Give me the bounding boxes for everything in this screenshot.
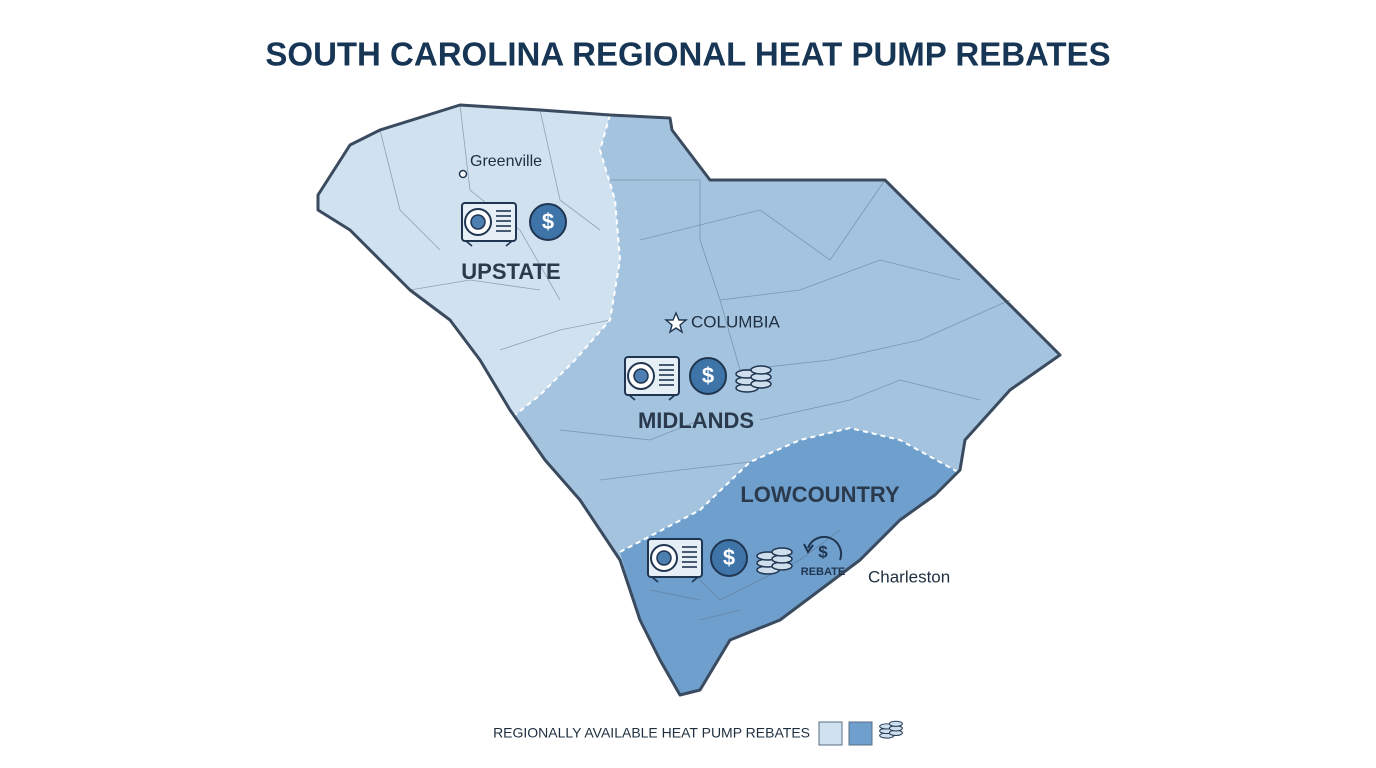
region-boundary bbox=[619, 426, 959, 553]
state-outline bbox=[316, 103, 1062, 697]
dollar-sign: $ bbox=[818, 542, 828, 561]
dollar-icon: $ bbox=[689, 357, 727, 395]
dollar-sign: $ bbox=[723, 545, 735, 570]
rebate-icon: $ REBATE bbox=[801, 535, 845, 578]
heat-pump-icon bbox=[461, 202, 517, 247]
city-label: COLUMBIA bbox=[691, 312, 780, 331]
legend-swatch bbox=[818, 721, 843, 746]
region-label: UPSTATE bbox=[461, 259, 560, 284]
city-marker bbox=[458, 169, 468, 179]
region-label: LOWCOUNTRY bbox=[740, 482, 900, 507]
city-label: Greenville bbox=[470, 153, 542, 170]
dollar-sign: $ bbox=[542, 209, 554, 234]
map bbox=[316, 103, 1062, 697]
capital-marker bbox=[664, 311, 688, 334]
heat-pump-icon bbox=[624, 356, 680, 401]
legend-swatch bbox=[848, 721, 873, 746]
city-label: Charleston bbox=[868, 567, 950, 586]
legend-coins bbox=[879, 720, 903, 739]
rebate-label: REBATE bbox=[801, 566, 845, 578]
dollar-icon: $ bbox=[529, 203, 567, 241]
dollar-icon: $ bbox=[710, 539, 748, 577]
region-boundary bbox=[514, 114, 622, 416]
dollar-sign: $ bbox=[702, 363, 714, 388]
heat-pump-icon bbox=[647, 538, 703, 583]
coins-icon bbox=[756, 547, 793, 575]
title: SOUTH CAROLINA REGIONAL HEAT PUMP REBATE… bbox=[265, 36, 1110, 73]
legend-label: REGIONALLY AVAILABLE HEAT PUMP REBATES bbox=[493, 725, 810, 741]
coins-icon bbox=[735, 365, 772, 393]
region-label: MIDLANDS bbox=[638, 408, 754, 433]
